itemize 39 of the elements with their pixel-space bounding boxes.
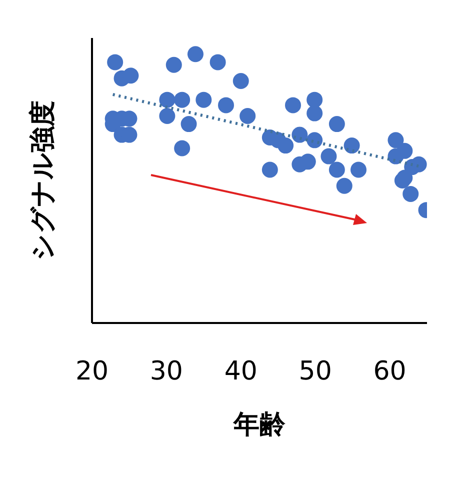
point [262,162,278,178]
point [107,54,124,70]
point [159,92,176,108]
x-tick-label: 40 [224,356,258,386]
point [394,172,410,188]
point [388,148,404,164]
y-axis-title: シグナル強度 [28,100,58,260]
x-tick-label: 50 [298,356,332,386]
point [278,138,294,154]
point [166,56,182,73]
x-tick-label: 60 [373,356,406,386]
point [344,138,360,154]
point [292,126,308,143]
point [336,178,352,194]
point [240,108,256,124]
point [232,73,249,90]
x-tick-label: 20 [75,356,109,386]
point [285,97,301,114]
point [218,97,234,114]
point [328,162,345,178]
point [320,148,337,164]
point [122,68,139,84]
point [210,54,226,70]
point [174,140,190,156]
point [180,116,197,132]
x-tick-label: 30 [150,356,183,386]
point [174,92,190,108]
point [306,92,323,108]
point [306,132,323,148]
point [388,132,404,148]
point [300,154,316,170]
point [159,108,176,124]
point [328,116,345,132]
point [306,105,323,122]
point [350,162,367,178]
point [187,46,204,62]
point [402,186,419,202]
point [196,92,212,108]
x-axis-title: 年齢 [232,410,286,440]
